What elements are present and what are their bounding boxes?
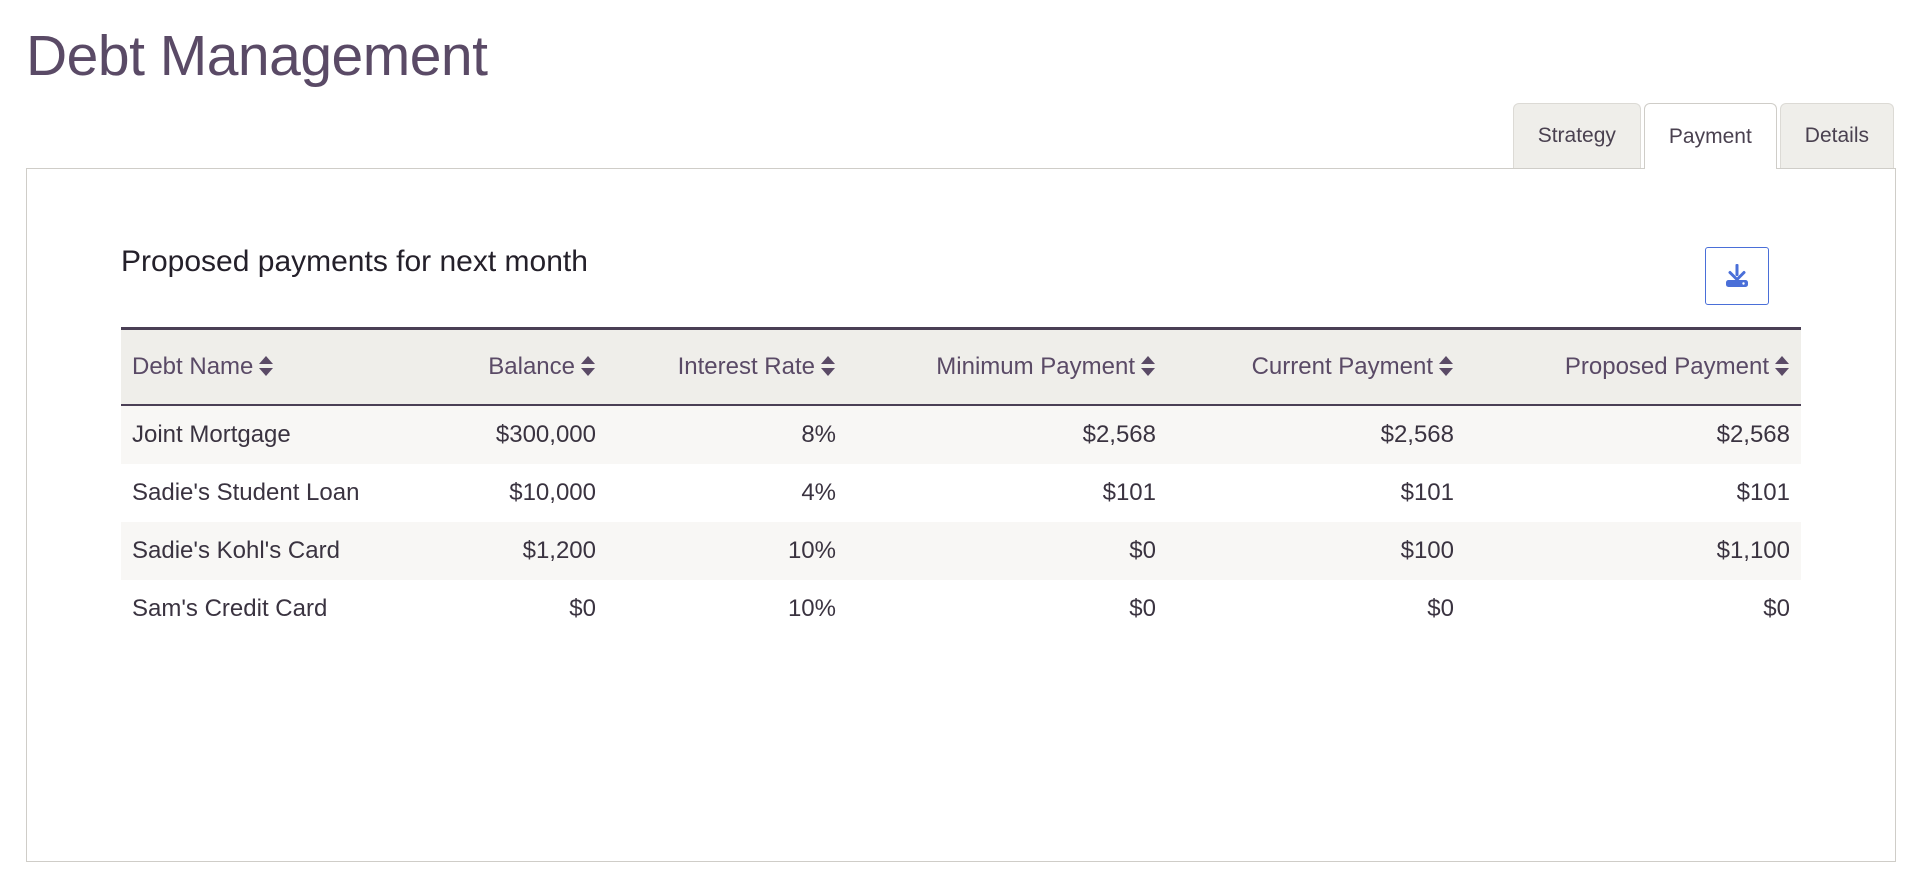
cell-debt-name: Joint Mortgage (132, 421, 291, 448)
column-header-label: Debt Name (132, 353, 254, 380)
cell-interest-rate: 8% (801, 421, 836, 448)
sort-icon (1141, 356, 1155, 377)
tab-payment[interactable]: Payment (1643, 103, 1777, 169)
column-header-label: Balance (488, 353, 575, 380)
column-header-minimum-payment[interactable]: Minimum Payment (847, 327, 1167, 406)
cell-balance: $10,000 (509, 479, 596, 506)
sort-icon (581, 356, 595, 377)
column-header-proposed-payment[interactable]: Proposed Payment (1465, 327, 1801, 406)
column-header-label: Current Payment (1251, 353, 1433, 380)
table-row: Sadie's Student Loan $10,000 4% $101 $10… (121, 464, 1801, 522)
sort-icon (259, 356, 274, 377)
download-icon (1726, 264, 1748, 287)
column-header-label: Proposed Payment (1564, 353, 1769, 380)
sort-icon (1439, 356, 1453, 377)
cell-current-payment: $0 (1427, 595, 1454, 622)
column-header-current-payment[interactable]: Current Payment (1167, 327, 1465, 406)
tab-strategy[interactable]: Strategy (1512, 103, 1641, 168)
cell-interest-rate: 10% (787, 537, 836, 564)
debt-table: Debt Name Balance Interest Rate Minimum … (121, 327, 1801, 638)
column-header-interest-rate[interactable]: Interest Rate (607, 327, 847, 406)
tab-details[interactable]: Details (1779, 103, 1894, 168)
cell-proposed-payment: $1,100 (1716, 537, 1790, 564)
cell-minimum-payment: $0 (1129, 595, 1156, 622)
cell-balance: $0 (569, 595, 596, 622)
table-row: Sam's Credit Card $0 10% $0 $0 $0 (121, 580, 1801, 638)
column-header-balance[interactable]: Balance (421, 327, 607, 406)
payment-panel: Proposed payments for next month (26, 168, 1896, 862)
cell-proposed-payment: $101 (1736, 479, 1790, 506)
cell-current-payment: $2,568 (1380, 421, 1454, 448)
download-button[interactable] (1705, 247, 1769, 305)
cell-proposed-payment: $2,568 (1716, 421, 1790, 448)
cell-balance: $1,200 (522, 537, 596, 564)
column-header-debt-name[interactable]: Debt Name (121, 327, 421, 406)
cell-current-payment: $100 (1400, 537, 1454, 564)
cell-debt-name: Sam's Credit Card (132, 595, 328, 622)
cell-interest-rate: 10% (787, 595, 836, 622)
sort-icon (1775, 356, 1789, 377)
page-title: Debt Management (26, 24, 488, 88)
section-title: Proposed payments for next month (121, 245, 588, 278)
cell-debt-name: Sadie's Kohl's Card (132, 537, 340, 564)
table-row: Joint Mortgage $300,000 8% $2,568 $2,568… (121, 405, 1801, 464)
cell-interest-rate: 4% (801, 479, 836, 506)
table-row: Sadie's Kohl's Card $1,200 10% $0 $100 $… (121, 522, 1801, 580)
cell-balance: $300,000 (495, 421, 596, 448)
cell-debt-name: Sadie's Student Loan (132, 479, 360, 506)
tab-bar: Strategy Payment Details (1512, 103, 1894, 169)
sort-icon (821, 356, 835, 377)
cell-minimum-payment: $101 (1102, 479, 1156, 506)
cell-proposed-payment: $0 (1763, 595, 1790, 622)
cell-minimum-payment: $2,568 (1082, 421, 1156, 448)
table-header-row: Debt Name Balance Interest Rate Minimum … (121, 327, 1801, 406)
cell-current-payment: $101 (1400, 479, 1454, 506)
column-header-label: Minimum Payment (936, 353, 1135, 380)
cell-minimum-payment: $0 (1129, 537, 1156, 564)
column-header-label: Interest Rate (677, 353, 815, 380)
